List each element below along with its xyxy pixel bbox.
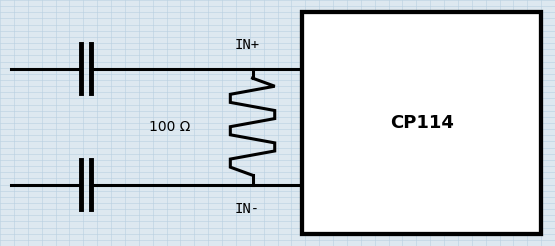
Text: IN-: IN- <box>234 202 260 216</box>
Text: IN+: IN+ <box>234 38 260 52</box>
Bar <box>302 12 541 234</box>
Text: 100 Ω: 100 Ω <box>149 120 190 134</box>
Text: CP114: CP114 <box>390 114 454 132</box>
